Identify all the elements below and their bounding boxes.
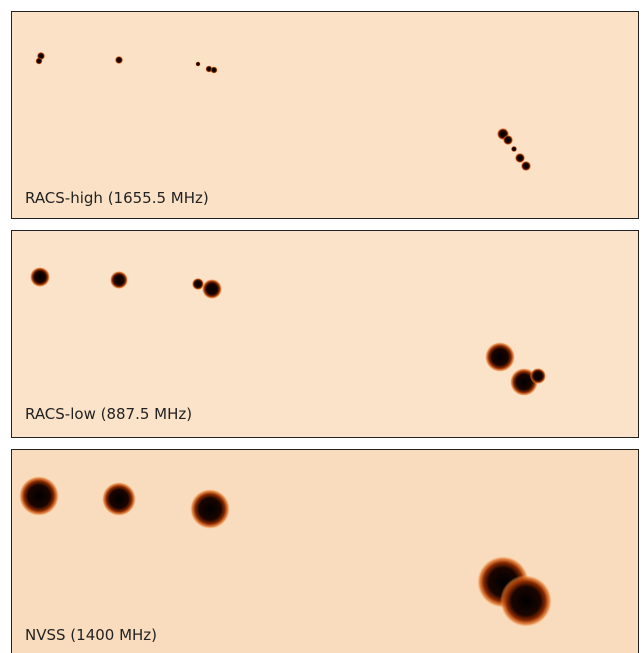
source bbox=[500, 575, 552, 627]
source bbox=[110, 271, 128, 289]
source bbox=[503, 135, 513, 145]
page: RACS-high (1655.5 MHz) RACS-low (887.5 M… bbox=[0, 0, 643, 653]
source bbox=[190, 489, 230, 529]
panel-nvss: NVSS (1400 MHz) bbox=[12, 450, 639, 653]
panel-racs-low: RACS-low (887.5 MHz) bbox=[12, 231, 639, 438]
source bbox=[521, 161, 531, 171]
source bbox=[202, 279, 222, 299]
panel-label: RACS-low (887.5 MHz) bbox=[25, 405, 192, 423]
source bbox=[36, 58, 43, 65]
panel-label: NVSS (1400 MHz) bbox=[25, 626, 157, 644]
source bbox=[530, 368, 546, 384]
source bbox=[485, 342, 515, 372]
panel-frame bbox=[12, 450, 639, 653]
source bbox=[196, 62, 201, 67]
source bbox=[30, 267, 50, 287]
source bbox=[102, 482, 136, 516]
source bbox=[515, 153, 525, 163]
source bbox=[211, 67, 218, 74]
source bbox=[19, 476, 59, 516]
panel-frame bbox=[12, 12, 639, 219]
panel-racs-high: RACS-high (1655.5 MHz) bbox=[12, 12, 639, 219]
source bbox=[511, 146, 517, 152]
panel-label: RACS-high (1655.5 MHz) bbox=[25, 189, 209, 207]
source bbox=[115, 56, 123, 64]
figure: RACS-high (1655.5 MHz) RACS-low (887.5 M… bbox=[0, 0, 643, 653]
